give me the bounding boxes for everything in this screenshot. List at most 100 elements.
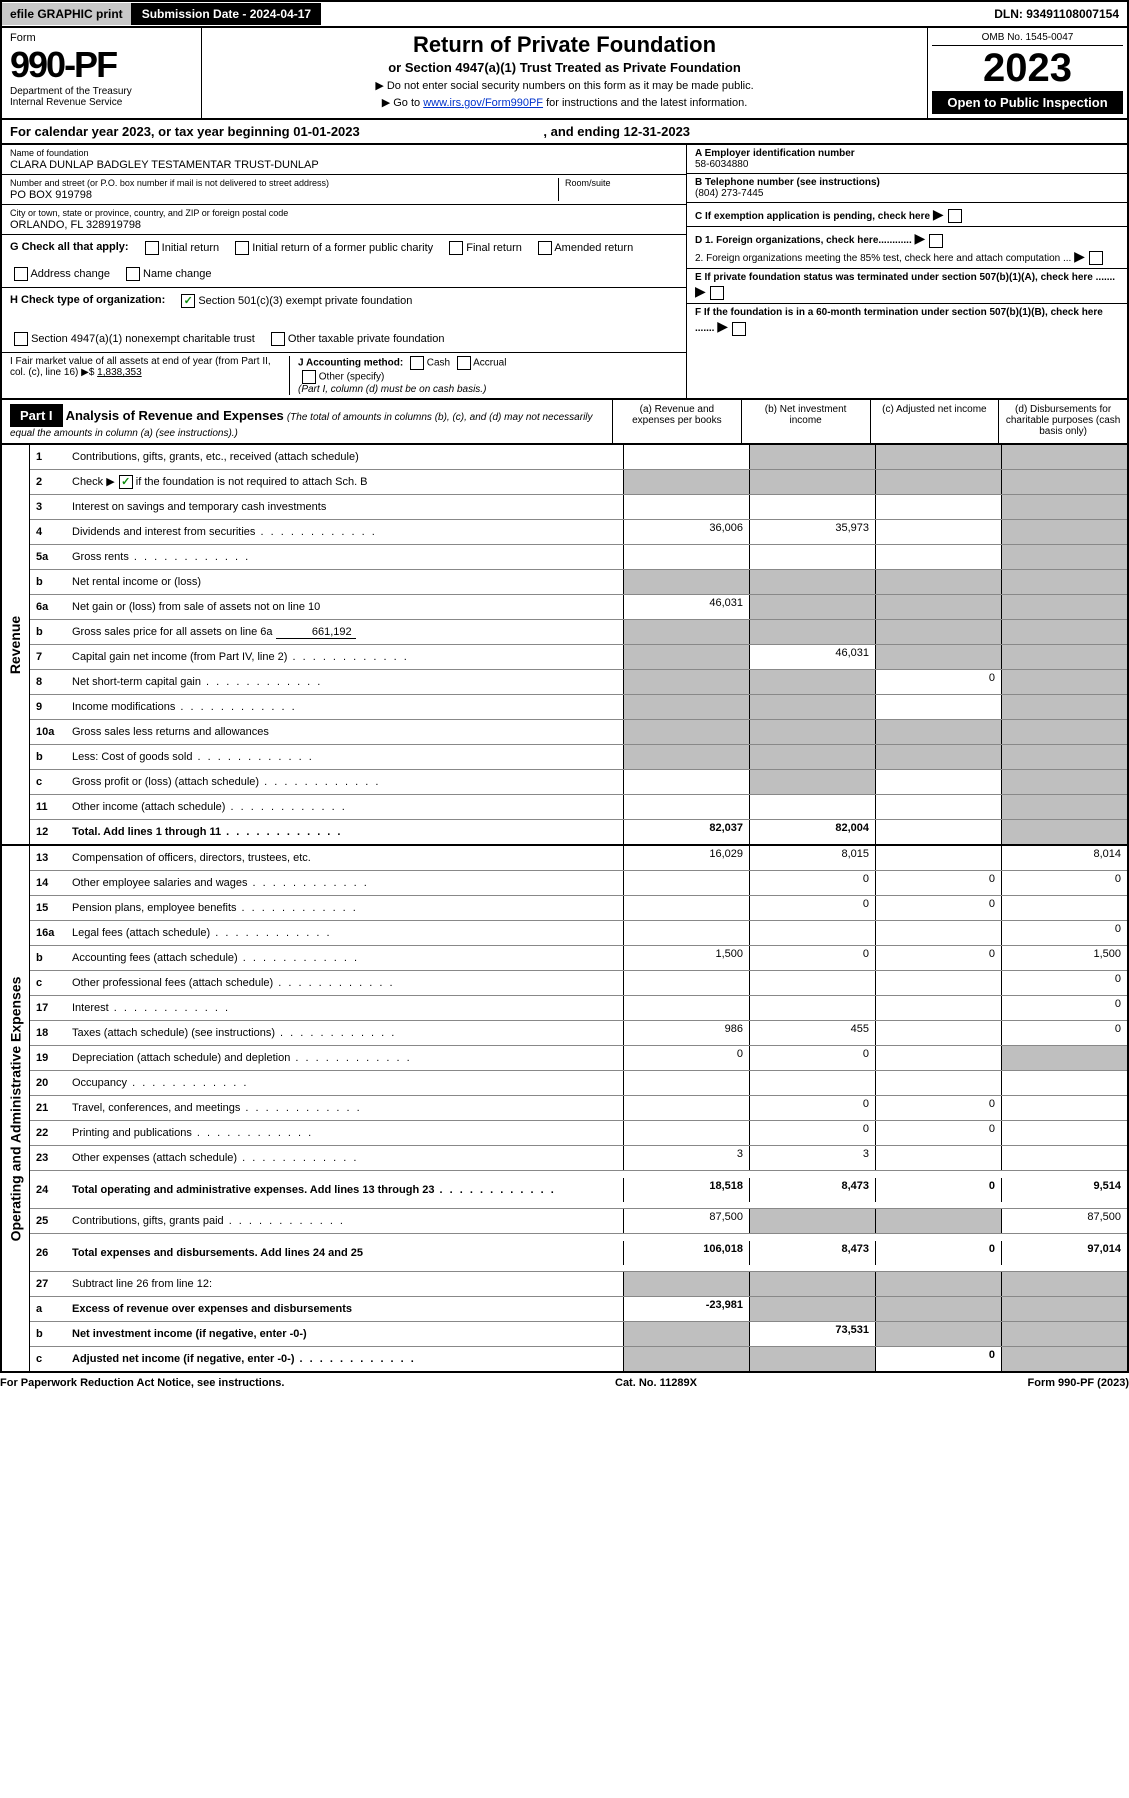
dept-treasury: Department of the Treasury (10, 86, 193, 97)
address-change-checkbox[interactable] (14, 267, 28, 281)
line-10c: Gross profit or (loss) (attach schedule) (68, 774, 623, 790)
info-section: Name of foundation CLARA DUNLAP BADGLEY … (0, 145, 1129, 400)
line-4: Dividends and interest from securities (68, 524, 623, 540)
address-change-label: Address change (30, 268, 110, 280)
tel-label: B Telephone number (see instructions) (695, 177, 1119, 188)
other-taxable-label: Other taxable private foundation (288, 333, 445, 345)
initial-return-label: Initial return (162, 242, 219, 254)
form-title: Return of Private Foundation (212, 32, 917, 58)
cal-mid: , and ending (543, 124, 623, 139)
initial-former-label: Initial return of a former public charit… (252, 242, 433, 254)
revenue-side-label: Revenue (2, 445, 30, 844)
f-label: F If the foundation is in a 60-month ter… (695, 307, 1103, 334)
h-checks: H Check type of organization: Section 50… (2, 288, 686, 353)
amended-return-checkbox[interactable] (538, 241, 552, 255)
foreign-org-checkbox[interactable] (929, 234, 943, 248)
e-label: E If private foundation status was termi… (695, 272, 1115, 283)
calendar-year-row: For calendar year 2023, or tax year begi… (0, 120, 1129, 145)
other-method-checkbox[interactable] (302, 370, 316, 384)
j-block: J Accounting method: Cash Accrual Other … (290, 356, 678, 395)
g-checks: G Check all that apply: Initial return I… (2, 235, 686, 288)
gross-sales-price: 661,192 (276, 626, 356, 639)
foundation-name: CLARA DUNLAP BADGLEY TESTAMENTAR TRUST-D… (10, 159, 678, 171)
ein-label: A Employer identification number (695, 148, 1119, 159)
form-ref: Form 990-PF (2023) (1028, 1377, 1129, 1389)
final-return-checkbox[interactable] (449, 241, 463, 255)
top-bar: efile GRAPHIC print Submission Date - 20… (0, 0, 1129, 28)
foreign-85-checkbox[interactable] (1089, 251, 1103, 265)
j-label: J Accounting method: (298, 358, 403, 369)
part1-title: Analysis of Revenue and Expenses (66, 408, 284, 423)
telephone: (804) 273-7445 (695, 188, 1119, 199)
line-5a: Gross rents (68, 549, 623, 565)
line-16c: Other professional fees (attach schedule… (68, 975, 623, 991)
efile-print-button[interactable]: efile GRAPHIC print (2, 3, 132, 25)
status-terminated-checkbox[interactable] (710, 286, 724, 300)
d1-label: D 1. Foreign organizations, check here..… (695, 235, 912, 246)
city-label: City or town, state or province, country… (10, 208, 678, 218)
line-5b: Net rental income or (loss) (68, 574, 623, 590)
line-12: Total. Add lines 1 through 11 (68, 824, 623, 840)
line-9: Income modifications (68, 699, 623, 715)
open-public-badge: Open to Public Inspection (932, 91, 1123, 114)
line-25: Contributions, gifts, grants paid (68, 1213, 623, 1229)
part1-badge: Part I (10, 404, 63, 427)
d-cell: D 1. Foreign organizations, check here..… (687, 227, 1127, 269)
address: PO BOX 919798 (10, 189, 558, 201)
line-10a: Gross sales less returns and allowances (68, 724, 623, 740)
addr-label: Number and street (or P.O. box number if… (10, 178, 558, 188)
part1-header-row: Part I Analysis of Revenue and Expenses … (0, 400, 1129, 445)
address-cell: Number and street (or P.O. box number if… (2, 175, 686, 205)
line-24: Total operating and administrative expen… (68, 1182, 623, 1198)
form-number: 990-PF (10, 44, 193, 86)
tel-cell: B Telephone number (see instructions) (8… (687, 174, 1127, 203)
h-label: H Check type of organization: (10, 294, 165, 308)
line-13: Compensation of officers, directors, tru… (68, 850, 623, 866)
name-label: Name of foundation (10, 148, 678, 158)
page-footer: For Paperwork Reduction Act Notice, see … (0, 1373, 1129, 1393)
ein-cell: A Employer identification number 58-6034… (687, 145, 1127, 174)
initial-return-checkbox[interactable] (145, 241, 159, 255)
line-26: Total expenses and disbursements. Add li… (68, 1245, 623, 1261)
instruction-2: ▶ Go to www.irs.gov/Form990PF for instru… (212, 96, 917, 109)
expenses-side-label: Operating and Administrative Expenses (2, 846, 30, 1371)
line-1: Contributions, gifts, grants, etc., rece… (68, 449, 623, 465)
col-b-header: (b) Net investment income (741, 400, 870, 443)
col-a-header: (a) Revenue and expenses per books (612, 400, 741, 443)
line-17: Interest (68, 1000, 623, 1016)
irs-link[interactable]: www.irs.gov/Form990PF (423, 97, 543, 109)
g-label: G Check all that apply: (10, 241, 129, 255)
form-title-block: Return of Private Foundation or Section … (202, 28, 927, 118)
501c3-label: Section 501(c)(3) exempt private foundat… (198, 295, 412, 307)
c-label: C If exemption application is pending, c… (695, 211, 930, 222)
form-id-block: Form 990-PF Department of the Treasury I… (2, 28, 202, 118)
d2-label: 2. Foreign organizations meeting the 85%… (695, 253, 1071, 264)
e-cell: E If private foundation status was termi… (687, 269, 1127, 304)
city-cell: City or town, state or province, country… (2, 205, 686, 235)
foundation-name-cell: Name of foundation CLARA DUNLAP BADGLEY … (2, 145, 686, 175)
i-block: I Fair market value of all assets at end… (10, 356, 290, 395)
60-month-checkbox[interactable] (732, 322, 746, 336)
cat-number: Cat. No. 11289X (615, 1377, 697, 1389)
cal-begin: 01-01-2023 (293, 124, 360, 139)
name-change-checkbox[interactable] (126, 267, 140, 281)
line-6a: Net gain or (loss) from sale of assets n… (68, 599, 623, 615)
line-6b: Gross sales price for all assets on line… (68, 624, 623, 641)
cash-checkbox[interactable] (410, 356, 424, 370)
accrual-checkbox[interactable] (457, 356, 471, 370)
amended-return-label: Amended return (554, 242, 633, 254)
exemption-pending-checkbox[interactable] (948, 209, 962, 223)
col-d-header: (d) Disbursements for charitable purpose… (998, 400, 1127, 443)
other-taxable-checkbox[interactable] (271, 332, 285, 346)
line-15: Pension plans, employee benefits (68, 900, 623, 916)
j-note: (Part I, column (d) must be on cash basi… (298, 384, 486, 395)
other-method-label: Other (specify) (319, 372, 385, 383)
line-11: Other income (attach schedule) (68, 799, 623, 815)
initial-former-checkbox[interactable] (235, 241, 249, 255)
ein: 58-6034880 (695, 159, 1119, 170)
4947-checkbox[interactable] (14, 332, 28, 346)
schb-checkbox[interactable] (119, 475, 133, 489)
line-20: Occupancy (68, 1075, 623, 1091)
form-label: Form (10, 32, 193, 44)
501c3-checkbox[interactable] (181, 294, 195, 308)
